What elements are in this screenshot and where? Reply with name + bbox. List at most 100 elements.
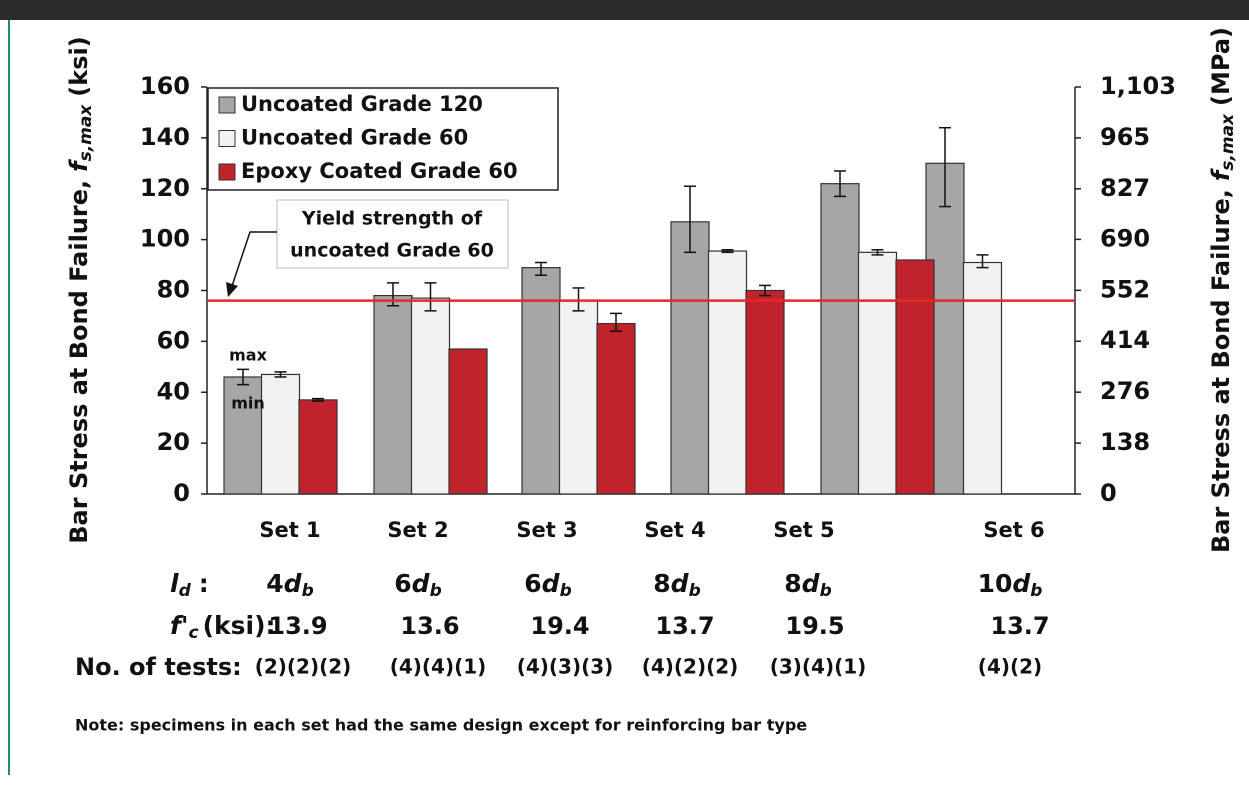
- annotation-text: uncoated Grade 60: [290, 240, 494, 262]
- bar: [745, 289, 785, 495]
- error-bar: [424, 282, 437, 312]
- ld-value-part: b: [560, 581, 572, 601]
- bar: [521, 267, 561, 495]
- error-bar: [610, 312, 622, 332]
- y2-tick-label: 138: [1100, 428, 1150, 456]
- ld-value-part: 6: [524, 569, 541, 598]
- tests-value: (4)(3)(3): [517, 655, 614, 679]
- y-tick-label: 140: [140, 123, 190, 151]
- bar: [670, 221, 710, 495]
- legend-label: Uncoated Grade 60: [241, 126, 468, 150]
- legend-label: Epoxy Coated Grade 60: [241, 159, 518, 183]
- y2-axis-title-part: f: [1207, 168, 1235, 181]
- y-tick-label: 100: [140, 225, 190, 253]
- ld-value-part: b: [302, 581, 314, 601]
- ld-value-part: b: [1030, 581, 1042, 601]
- tests-label: No. of tests:: [75, 653, 242, 681]
- error-bar: [274, 371, 287, 378]
- error-bar: [535, 261, 547, 276]
- y2-tick-label: 276: [1100, 377, 1150, 405]
- ld-label-part: l: [170, 569, 179, 598]
- error-bar: [387, 282, 399, 307]
- ld-value: 10db: [978, 569, 1043, 601]
- x-tick-label: Set 3: [516, 518, 577, 542]
- annotation-box: [276, 199, 509, 269]
- y2-tick-label: 552: [1100, 275, 1150, 303]
- ld-value-part: d: [802, 569, 821, 598]
- bar: [820, 183, 860, 495]
- annotation-arrow: [231, 231, 277, 287]
- bar: [448, 348, 488, 495]
- ld-value: 8db: [653, 569, 700, 601]
- tests-value: (4)(2)(2): [642, 655, 739, 679]
- y2-axis-title: Bar Stress at Bond Failure, fs,max (MPa): [1207, 27, 1238, 553]
- x-tick-label: Set 2: [387, 518, 448, 542]
- error-bar: [834, 170, 846, 198]
- y-axis-title-part: f: [65, 159, 93, 172]
- fc-label-part: (ksi):: [203, 611, 276, 640]
- y2-tick-label: 827: [1100, 174, 1150, 202]
- y-tick-label: 40: [157, 377, 190, 405]
- ld-value: 6db: [394, 569, 441, 601]
- bar: [707, 250, 748, 495]
- fc-value: 19.5: [785, 612, 844, 640]
- y2-tick-label: 965: [1100, 123, 1150, 151]
- annotation-arrowhead: [226, 282, 238, 297]
- error-bar: [871, 249, 884, 256]
- error-bar: [721, 249, 734, 254]
- legend-swatch: [218, 130, 236, 147]
- y2-axis-title-part: s,max: [1218, 113, 1238, 171]
- y-tick-label: 80: [157, 276, 190, 304]
- annotation-text: Yield strength of: [301, 208, 483, 230]
- y-tick-label: 20: [157, 428, 190, 456]
- y-tick-label: 120: [140, 174, 190, 202]
- y2-tick-label: 690: [1100, 224, 1150, 252]
- ld-value: 6db: [524, 569, 571, 601]
- error-bar: [939, 126, 951, 208]
- bar: [298, 399, 338, 495]
- fc-value: 13.9: [268, 612, 327, 640]
- ld-label: ld:: [170, 569, 209, 601]
- x-tick-label: Set 4: [644, 518, 705, 542]
- y2-axis-title-part: Bar Stress at Bond Failure,: [1207, 189, 1235, 553]
- fc-value: 13.7: [990, 612, 1049, 640]
- fc-value: 13.6: [400, 612, 459, 640]
- bar: [962, 261, 1003, 495]
- y-axis-title-part: Bar Stress at Bond Failure,: [65, 180, 93, 544]
- fc-label-part: f': [170, 611, 189, 640]
- y-tick-label: 160: [140, 72, 190, 100]
- ld-value-part: d: [284, 569, 303, 598]
- legend-swatch: [218, 163, 236, 181]
- tests-value: (2)(2)(2): [255, 655, 352, 679]
- bar: [260, 373, 301, 495]
- legend-label: Uncoated Grade 120: [241, 92, 483, 116]
- ld-value-part: 8: [784, 569, 801, 598]
- ld-label-part: :: [199, 569, 209, 598]
- ld-value-part: b: [430, 581, 442, 601]
- error-bar: [976, 254, 989, 269]
- tests-value: (4)(4)(1): [390, 655, 487, 679]
- bar: [596, 322, 636, 495]
- ld-value-part: 4: [266, 569, 283, 598]
- y2-tick-label: 0: [1100, 479, 1117, 507]
- fc-label: f'c (ksi):: [170, 611, 276, 643]
- max-label: max: [229, 346, 267, 365]
- ld-value-part: d: [1012, 569, 1031, 598]
- ld-value-part: 10: [978, 569, 1013, 598]
- ld-value-part: d: [671, 569, 690, 598]
- error-bar: [312, 397, 324, 402]
- y-tick-label: 60: [157, 326, 190, 354]
- bar: [558, 300, 599, 495]
- x-tick-label: Set 1: [259, 518, 320, 542]
- error-bar: [684, 185, 696, 254]
- y2-tick-label: 414: [1100, 326, 1150, 354]
- y2-tick-label: 1,103: [1100, 72, 1176, 100]
- fc-value: 13.7: [655, 612, 714, 640]
- fc-label-part: c: [189, 623, 199, 643]
- legend-swatch: [218, 96, 236, 114]
- y2-axis-title-part: (MPa): [1207, 27, 1235, 106]
- bar: [373, 294, 413, 495]
- ld-value-part: d: [542, 569, 561, 598]
- min-label: min: [231, 394, 265, 413]
